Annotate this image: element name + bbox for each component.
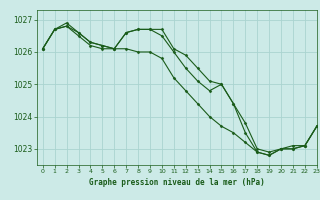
- X-axis label: Graphe pression niveau de la mer (hPa): Graphe pression niveau de la mer (hPa): [89, 178, 265, 187]
